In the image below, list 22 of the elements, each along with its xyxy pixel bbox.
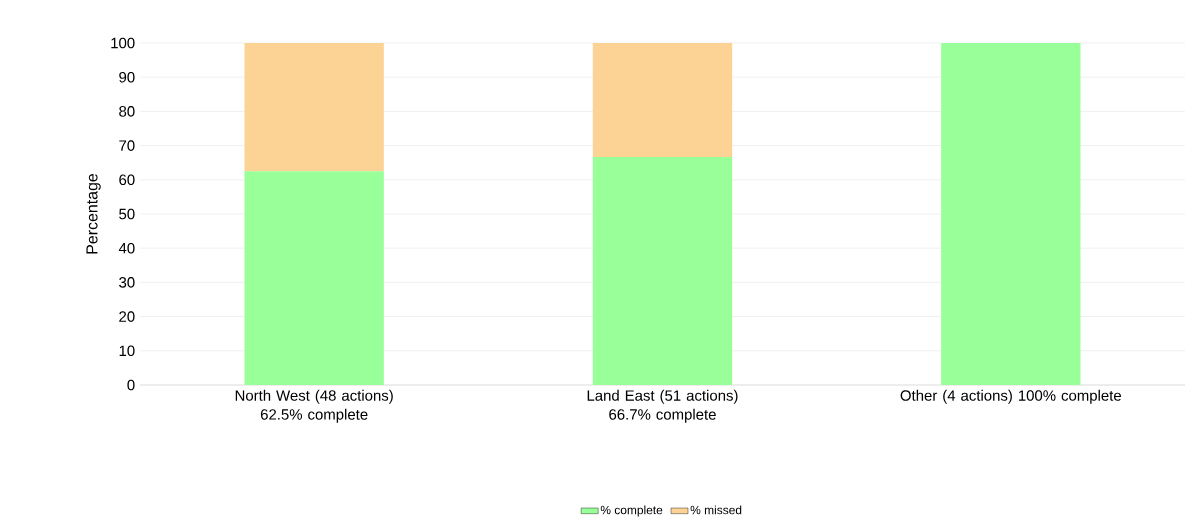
bar [244, 171, 384, 385]
y-tick-label: 20 [119, 311, 135, 322]
bar [592, 43, 733, 157]
y-tick-label: 100 [111, 37, 135, 49]
y-tick-label: 90 [119, 71, 135, 83]
y-tick-label: 0 [127, 379, 135, 391]
bar [592, 156, 733, 385]
y-tick-label: 60 [119, 174, 135, 186]
legend-label: % complete [600, 505, 663, 517]
x-tick-label: Land East (51 actions) 66.7% complete [587, 389, 738, 423]
y-axis-title: Percentage [86, 173, 101, 254]
y-tick-label: 80 [119, 106, 135, 117]
y-tick-label: 50 [119, 208, 135, 220]
bar [244, 43, 384, 172]
x-tick-label: North West (48 actions) 62.5% complete [235, 389, 393, 423]
y-tick-label: 40 [118, 242, 135, 254]
legend-label: % missed [690, 505, 742, 515]
y-tick-label: 30 [119, 277, 135, 288]
y-tick-label: 70 [119, 140, 135, 151]
x-tick-label: Other (4 actions) 100% complete [900, 389, 1121, 404]
bar [941, 43, 1081, 385]
y-tick-label: 10 [119, 345, 135, 357]
